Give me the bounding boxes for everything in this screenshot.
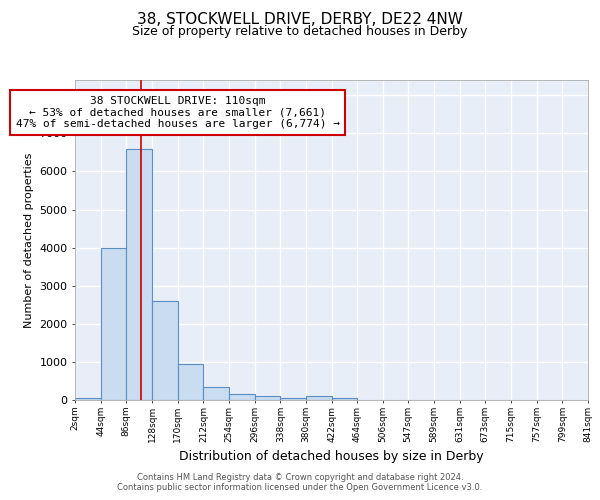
Bar <box>332 398 358 400</box>
Bar <box>127 148 152 400</box>
Text: 38, STOCKWELL DRIVE, DERBY, DE22 4NW: 38, STOCKWELL DRIVE, DERBY, DE22 4NW <box>137 12 463 28</box>
Text: Contains public sector information licensed under the Open Government Licence v3: Contains public sector information licen… <box>118 484 482 492</box>
Bar <box>306 396 332 400</box>
X-axis label: Distribution of detached houses by size in Derby: Distribution of detached houses by size … <box>179 450 484 464</box>
Y-axis label: Number of detached properties: Number of detached properties <box>23 152 34 328</box>
Bar <box>101 248 127 400</box>
Text: 38 STOCKWELL DRIVE: 110sqm
← 53% of detached houses are smaller (7,661)
47% of s: 38 STOCKWELL DRIVE: 110sqm ← 53% of deta… <box>16 96 340 129</box>
Bar <box>203 388 229 400</box>
Bar <box>280 398 306 400</box>
Text: Size of property relative to detached houses in Derby: Size of property relative to detached ho… <box>133 25 467 38</box>
Bar <box>152 301 178 400</box>
Bar <box>255 396 280 400</box>
Bar <box>178 364 203 400</box>
Text: Contains HM Land Registry data © Crown copyright and database right 2024.: Contains HM Land Registry data © Crown c… <box>137 472 463 482</box>
Bar <box>75 398 101 400</box>
Bar <box>229 394 255 400</box>
